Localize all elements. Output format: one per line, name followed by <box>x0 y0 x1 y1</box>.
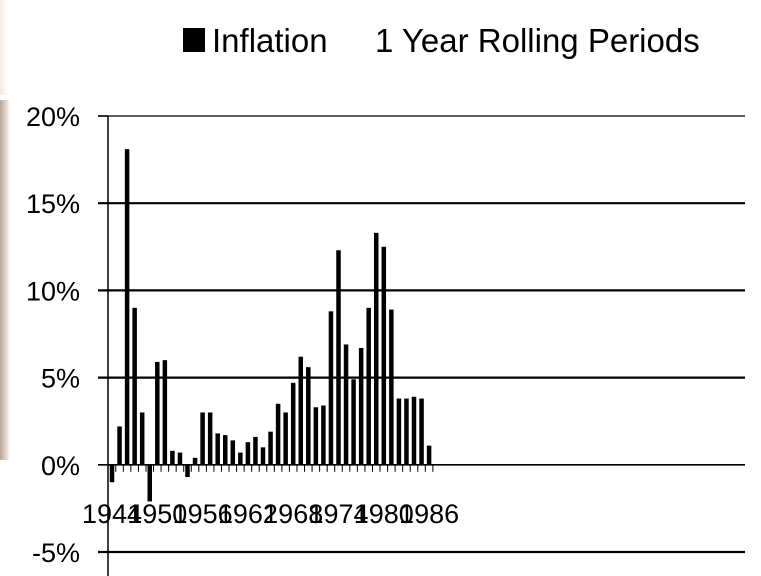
bar-1949 <box>147 464 152 502</box>
bar-1978 <box>366 307 371 465</box>
x-tick-label: 1944 <box>82 499 142 529</box>
bar-1962 <box>245 442 251 465</box>
bar-1950 <box>155 361 160 465</box>
x-tick-label: 1980 <box>354 499 414 529</box>
bar-1961 <box>238 452 243 465</box>
bar-1974 <box>336 250 341 465</box>
legend-swatch-inflation <box>183 28 205 52</box>
left-edge-backdrop-top <box>0 0 8 95</box>
bar-1953 <box>177 452 183 465</box>
axes <box>98 115 434 576</box>
x-tick-label: 1962 <box>218 499 278 529</box>
bar-1946 <box>124 149 130 465</box>
y-tick-label: 15% <box>26 189 80 219</box>
y-tick-labels: -5% 0% 5% 10% 15% 20% <box>26 102 80 568</box>
bar-1955 <box>192 457 198 465</box>
bar-1976 <box>351 379 356 465</box>
y-tick-label: 10% <box>26 276 80 306</box>
x-tick-label: 1956 <box>173 499 233 529</box>
bars <box>109 149 432 502</box>
bar-1960 <box>230 440 236 465</box>
bar-1971 <box>313 407 319 465</box>
gridlines <box>98 115 745 554</box>
bar-1975 <box>343 344 349 465</box>
bar-1948 <box>139 412 145 465</box>
bar-1977 <box>358 347 364 465</box>
bar-1963 <box>253 436 258 465</box>
bar-1956 <box>200 412 205 465</box>
y-tick-label: 0% <box>41 451 80 481</box>
bar-1983 <box>404 398 409 465</box>
bar-1986 <box>426 445 432 465</box>
chart-title: 1 Year Rolling Periods <box>375 22 700 59</box>
bar-1964 <box>260 447 266 465</box>
x-tick-label: 1968 <box>263 499 323 529</box>
bar-1981 <box>389 309 394 465</box>
bar-1966 <box>275 403 281 465</box>
x-tick-label: 1950 <box>127 499 187 529</box>
bar-1980 <box>381 246 387 465</box>
bar-1982 <box>396 398 402 465</box>
bar-1947 <box>132 307 137 465</box>
bar-1952 <box>170 450 175 465</box>
x-tick-label: 1986 <box>399 499 459 529</box>
bar-1973 <box>328 311 334 465</box>
legend-label-inflation: Inflation <box>212 22 328 59</box>
bar-1965 <box>268 431 273 465</box>
bar-1967 <box>283 412 288 465</box>
y-tick-label: -5% <box>32 538 80 568</box>
left-edge-backdrop <box>0 100 10 460</box>
bar-1984 <box>411 396 417 465</box>
bar-1979 <box>374 232 379 465</box>
x-tick-label: 1974 <box>308 499 368 529</box>
bar-1951 <box>162 360 168 465</box>
y-tick-label: 5% <box>41 364 80 394</box>
y-tick-label: 20% <box>26 102 80 132</box>
chart-legend: Inflation 1 Year Rolling Periods <box>183 22 700 59</box>
bar-1969 <box>298 356 303 465</box>
bar-1972 <box>321 405 326 465</box>
bar-1985 <box>419 398 424 465</box>
bar-1968 <box>290 382 296 465</box>
bar-1970 <box>306 367 311 465</box>
bar-1944 <box>109 464 115 483</box>
bar-1958 <box>215 433 220 465</box>
bar-1957 <box>207 412 213 465</box>
bar-1954 <box>185 464 190 478</box>
bar-1959 <box>223 435 228 465</box>
bar-1945 <box>117 426 122 465</box>
